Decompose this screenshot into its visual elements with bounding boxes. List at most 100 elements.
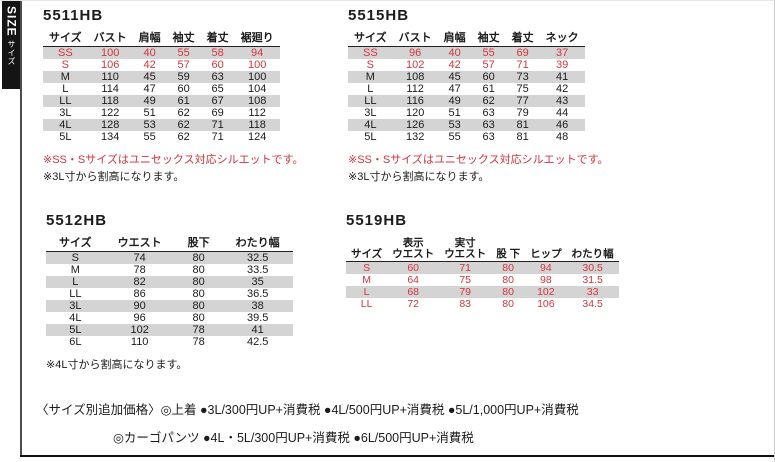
column-header: ウエスト (104, 237, 175, 252)
measurement-cell: 114 (101, 82, 119, 95)
measurement-cell: 36.5 (246, 287, 269, 300)
size-label-cell: SS (57, 46, 73, 59)
measurement-cell: 104 (247, 82, 267, 95)
measurement-cell: 68 (407, 286, 420, 299)
measurement-cell: 49 (448, 94, 461, 107)
table-row: SS 96 40 55 69 37 (348, 46, 585, 59)
measurement-cell: 58 (211, 46, 224, 59)
size-label-cell: 4L (69, 311, 82, 324)
measurement-cell: 63 (211, 70, 224, 83)
measurement-cell: 79 (459, 286, 472, 299)
table-row: S 106 42 57 60 100 (43, 59, 280, 71)
measurement-cell: 74 (133, 251, 146, 264)
measurement-cell: 69 (211, 106, 224, 119)
table-notes: ※SS・Sサイズはユニセックス対応シルエットです。 ※3L寸から割高になります。 (348, 152, 608, 186)
column-header: 股 下 (491, 238, 526, 263)
table-note: ※SS・Sサイズはユニセックス対応シルエットです。 (348, 153, 609, 166)
size-label-cell: SS (362, 46, 378, 59)
size-label-cell: LL (69, 287, 82, 300)
column-header: ネック (539, 32, 585, 47)
measurement-cell: 51 (448, 106, 461, 119)
table-notes: ※SS・Sサイズはユニセックス対応シルエットです。 ※3L寸から割高になります。 (43, 152, 303, 186)
measurement-cell: 80 (502, 298, 514, 311)
measurement-cell: 42 (556, 82, 569, 95)
measurement-cell: 45 (448, 70, 461, 83)
measurement-cell: 60 (482, 70, 495, 83)
price-line-cargo-pants: ◎カーゴパンツ ●4L・5L/300円UP+消費税 ●6L/500円UP+消費税 (113, 431, 474, 445)
measurement-cell: 86 (133, 287, 146, 300)
measurement-cell: 102 (537, 286, 555, 299)
measurement-cell: 118 (101, 94, 119, 107)
measurement-cell: 63 (482, 106, 495, 119)
size-table: サイズ ウエスト 股下 わたり幅 S 74 80 32.5 M 78 80 33.5 L 82 80 35 LL… (46, 237, 293, 348)
column-header: 袖丈 (471, 32, 506, 47)
table-row: L 114 47 60 65 104 (43, 83, 280, 95)
column-header: サイズ (348, 32, 393, 47)
table-row: 4L 128 53 62 71 118 (43, 118, 280, 131)
column-header: バスト (392, 32, 438, 47)
table-note: ※4L寸から割高になります。 (46, 358, 188, 371)
measurement-cell: 98 (540, 274, 552, 287)
measurement-cell: 134 (100, 130, 120, 143)
measurement-cell: 55 (448, 130, 461, 143)
header-row: サイズ バスト 肩幅 袖丈 着丈 ネック (348, 32, 585, 47)
measurement-cell: 78 (133, 263, 146, 276)
measurement-cell: 55 (143, 130, 156, 143)
table-row: M 110 45 59 63 100 (43, 70, 280, 83)
column-header: 肩幅 (132, 32, 167, 47)
measurement-cell: 112 (406, 82, 424, 95)
measurement-cell: 100 (247, 58, 267, 71)
measurement-cell: 33 (586, 286, 599, 299)
size-label-cell: L (72, 275, 79, 288)
measurement-cell: 48 (556, 130, 569, 143)
measurement-cell: 46 (556, 118, 569, 131)
measurement-cell: 72 (407, 298, 420, 311)
table-row: 4L 126 53 63 81 46 (348, 118, 585, 131)
table-row: S 60 71 80 94 30.5 (346, 261, 619, 275)
header-row: サイズ バスト 肩幅 袖丈 着丈 裾廻り (43, 32, 280, 47)
size-label-cell: L (367, 82, 374, 95)
measurement-cell: 57 (177, 58, 190, 71)
measurement-cell: 82 (133, 275, 146, 288)
size-label-cell: 5L (69, 323, 82, 336)
measurement-cell: 42 (143, 58, 156, 71)
table-row: 3L 122 51 62 69 112 (43, 107, 280, 119)
table-notes: ※4L寸から割高になります。 (46, 357, 293, 374)
measurement-cell: 34.5 (582, 298, 603, 311)
measurement-cell: 71 (211, 118, 224, 131)
measurement-cell: 47 (448, 82, 461, 95)
measurement-cell: 80 (192, 299, 205, 312)
header-row: サイズ ウエスト 股下 わたり幅 (46, 237, 293, 252)
measurement-cell: 80 (192, 263, 205, 276)
table-note: ※3L寸から割高になります。 (348, 170, 490, 183)
measurement-cell: 100 (100, 46, 120, 59)
column-header: サイズ (46, 237, 105, 252)
header-row: サイズ 表示 ウエスト 実寸 ウエスト股 下ヒップ わたり幅 (346, 238, 619, 263)
table-row: M 64 75 80 98 31.5 (346, 274, 619, 286)
measurement-cell: 62 (177, 118, 190, 131)
table-row: 5L 134 55 62 71 124 (43, 131, 280, 143)
measurement-cell: 32.5 (246, 251, 269, 264)
table-row: LL 118 49 61 67 108 (43, 94, 280, 107)
table-row: 4L 96 80 39.5 (46, 312, 293, 324)
measurement-cell: 80 (192, 251, 205, 264)
measurement-cell: 106 (100, 58, 120, 71)
column-header: 裾廻り (234, 32, 280, 47)
measurement-cell: 118 (248, 118, 266, 131)
measurement-cell: 77 (516, 94, 529, 107)
measurement-cell: 42 (448, 58, 461, 71)
measurement-cell: 110 (130, 335, 149, 348)
size-label-cell: 3L (69, 299, 82, 312)
measurement-cell: 37 (556, 46, 569, 59)
size-label-cell: 3L (59, 106, 72, 119)
measurement-cell: 80 (502, 286, 514, 299)
measurement-cell: 62 (177, 130, 190, 143)
measurement-cell: 81 (516, 130, 529, 143)
measurement-cell: 80 (192, 311, 205, 324)
measurement-cell: 41 (251, 323, 264, 336)
measurement-cell: 80 (502, 274, 514, 287)
measurement-cell: 106 (537, 298, 555, 311)
measurement-cell: 60 (177, 82, 190, 95)
measurement-cell: 42.5 (246, 335, 269, 348)
